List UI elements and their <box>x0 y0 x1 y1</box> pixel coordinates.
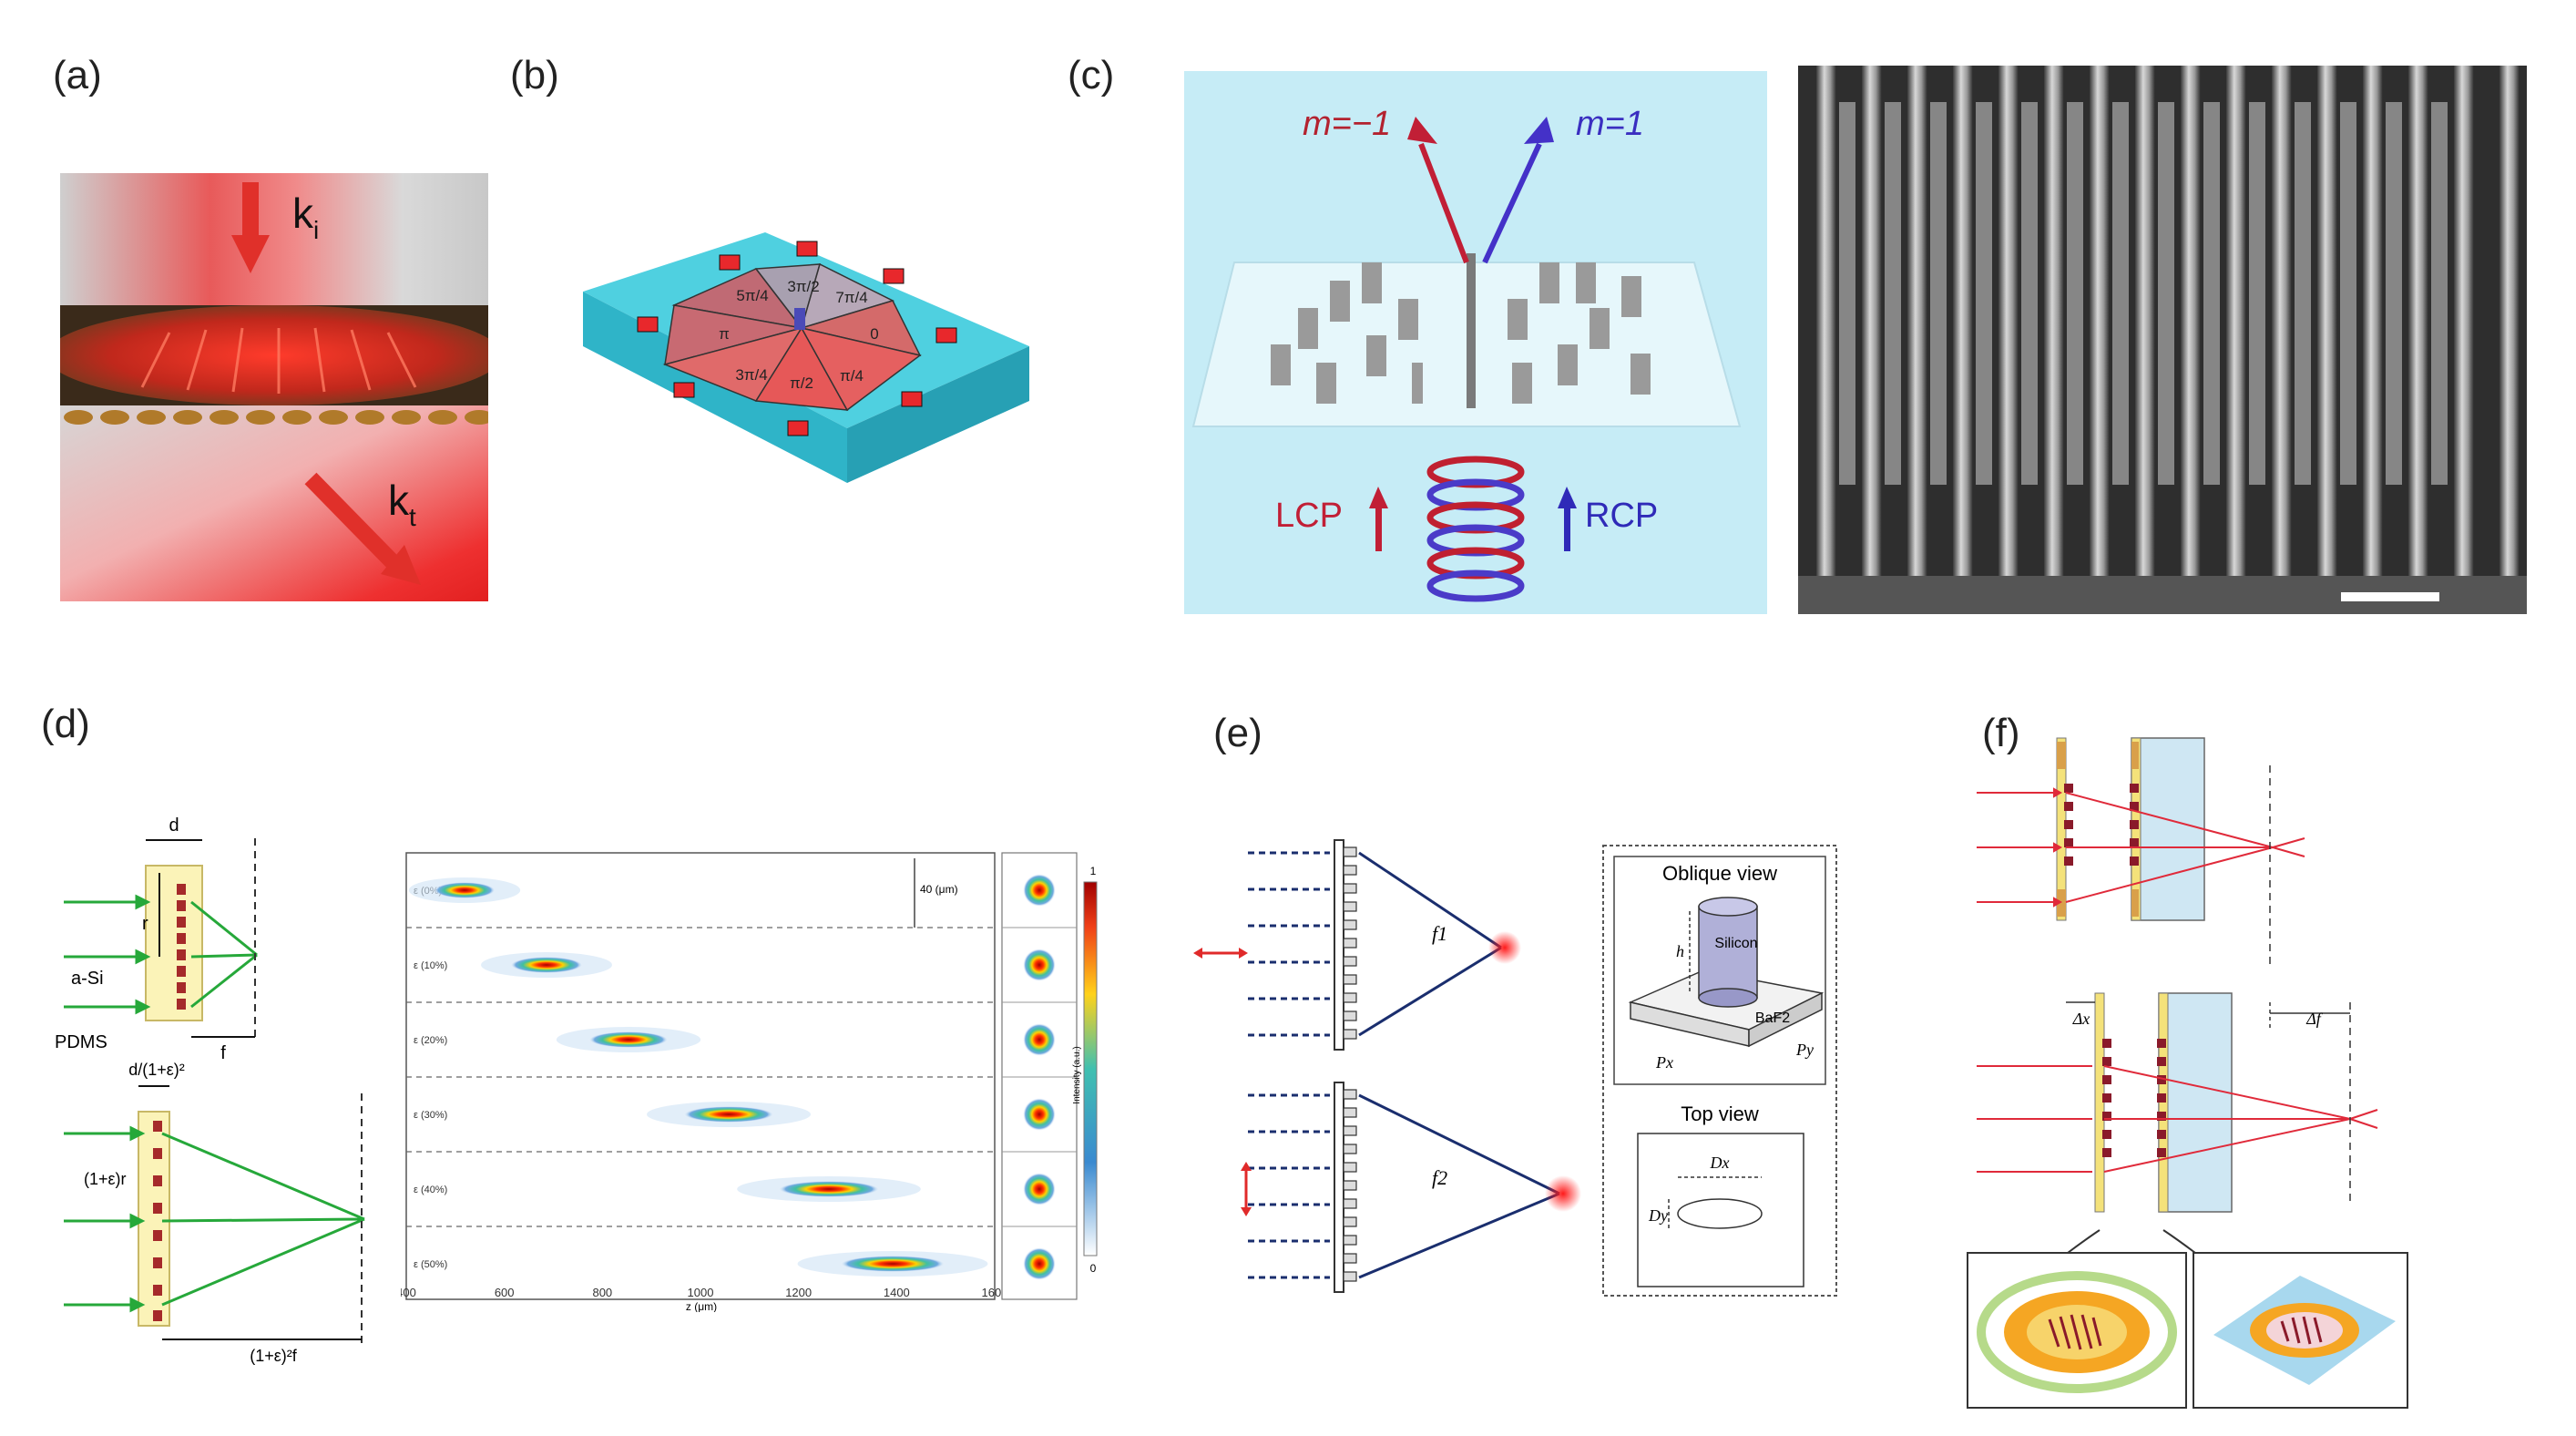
panel-c-spin-hall-illustration: m=−1 m=1 LCP RCP <box>1184 71 1767 614</box>
x-axis-label: z (μm) <box>686 1300 717 1312</box>
x-tick-label: 400 <box>401 1286 416 1299</box>
r-scaled-label: (1+ε)r <box>84 1170 127 1188</box>
panel-d-label: (d) <box>41 702 90 746</box>
lcp-label: LCP <box>1275 497 1343 535</box>
x-tick-label: 1600 <box>982 1286 1008 1299</box>
dx-label: Dx <box>1710 1154 1730 1172</box>
f1-label: f1 <box>1432 922 1447 945</box>
row-label: ε (30%) <box>414 1110 447 1121</box>
x-tick-label: 800 <box>592 1286 612 1299</box>
side-focus-spot <box>1023 1098 1056 1131</box>
focus-spot <box>510 957 583 973</box>
dy-label: Dy <box>1648 1206 1668 1225</box>
panel-c-label: (c) <box>1068 53 1115 97</box>
focus-spot <box>683 1106 774 1123</box>
phase-label-pi: π <box>719 325 730 343</box>
panel-f-label: (f) <box>1982 711 2020 755</box>
m-minus-one-label: m=−1 <box>1303 105 1391 143</box>
phase-label-7pi4: 7π/4 <box>835 289 867 306</box>
x-tick-label: 1200 <box>785 1286 812 1299</box>
focus-spot <box>588 1031 669 1048</box>
panel-b-phase-device: 5π/4 3π/2 7π/4 π 0 3π/4 π/2 π/4 <box>583 232 1029 483</box>
side-spots-column <box>1002 874 1077 1280</box>
panel-c-sem-image <box>1798 66 2527 614</box>
panel-e-label: (e) <box>1213 711 1262 755</box>
f-scaled-label: (1+ε)²f <box>250 1347 298 1365</box>
rcp-label: RCP <box>1585 497 1658 535</box>
plot-scale-note: 40 (μm) <box>920 883 958 896</box>
panel-a-label: (a) <box>53 53 102 97</box>
phase-label-3pi4: 3π/4 <box>735 366 767 384</box>
r-label: r <box>142 914 148 934</box>
scale-bar <box>2341 592 2439 601</box>
colorbar-min: 0 <box>1090 1262 1097 1275</box>
x-tick-label: 1000 <box>688 1286 714 1299</box>
panel-b-label: (b) <box>510 53 559 97</box>
x-tick-label: 1400 <box>884 1286 910 1299</box>
side-focus-spot <box>1023 874 1056 907</box>
m-plus-one-label: m=1 <box>1576 105 1644 143</box>
x-axis-ticks: 400 600 800 1000 1200 1400 1600 <box>401 1286 1007 1299</box>
row-label: ε (40%) <box>414 1185 447 1195</box>
panel-d-schematic: d r a-Si PDMS f d/(1+ε)² (1+ε)r (1+ε)²f <box>55 815 365 1365</box>
silicon-label: Silicon <box>1714 936 1757 951</box>
k-i-label: ki <box>292 190 319 244</box>
colorbar-label: Intensity (a.u.) <box>1072 1046 1082 1103</box>
focus-spot <box>434 882 496 898</box>
phase-label-5pi4: 5π/4 <box>736 287 768 304</box>
center-pillar <box>794 308 805 330</box>
row-label: ε (20%) <box>414 1035 447 1046</box>
side-focus-spot <box>1023 1173 1056 1205</box>
k-t-label: kt <box>388 477 416 531</box>
focus-spot <box>778 1181 880 1197</box>
row-label: ε (50%) <box>414 1259 447 1270</box>
oblique-view-title: Oblique view <box>1662 862 1777 885</box>
f2-label: f2 <box>1432 1166 1447 1189</box>
px-label: Px <box>1655 1053 1673 1072</box>
panel-f-tunable-lens-illustration: Δf Δx <box>1967 737 2408 1409</box>
side-focus-spot <box>1023 1247 1056 1280</box>
phase-label-3pi2: 3π/2 <box>787 278 819 295</box>
panel-d-intensity-plot: 40 (μm) ε (0%)ε (10%)ε (20%)ε (30%)ε (40… <box>401 852 1098 1312</box>
h-label: h <box>1676 942 1684 960</box>
d-label: d <box>169 815 179 836</box>
delta-x-label: Δx <box>2072 1010 2090 1028</box>
row-label: ε (10%) <box>414 960 447 971</box>
baf2-label: BaF2 <box>1755 1010 1790 1026</box>
py-label: Py <box>1795 1041 1814 1059</box>
focus-rows: ε (0%)ε (10%)ε (20%)ε (30%)ε (40%)ε (50%… <box>408 877 988 1277</box>
colorbar-max: 1 <box>1090 865 1097 877</box>
phase-label-0: 0 <box>870 325 878 343</box>
a-si-label: a-Si <box>71 969 104 989</box>
phase-label-pi4: π/4 <box>840 367 864 385</box>
x-tick-label: 600 <box>495 1286 515 1299</box>
f-label: f <box>220 1043 226 1063</box>
panel-e-varifocal-illustration: f1 f2 Oblique view Silicon BaF2 h Px Py … <box>1193 839 1837 1297</box>
panel-a-metalens-illustration: ki kt <box>60 173 488 601</box>
top-view-title: Top view <box>1681 1103 1759 1125</box>
phase-label-pi2: π/2 <box>790 374 813 392</box>
delta-f-label: Δf <box>2305 1010 2324 1028</box>
pdms-label: PDMS <box>55 1032 107 1052</box>
d-scaled-label: d/(1+ε)² <box>128 1061 185 1079</box>
focus-spot <box>840 1256 946 1272</box>
side-focus-spot <box>1023 949 1056 981</box>
side-focus-spot <box>1023 1023 1056 1056</box>
